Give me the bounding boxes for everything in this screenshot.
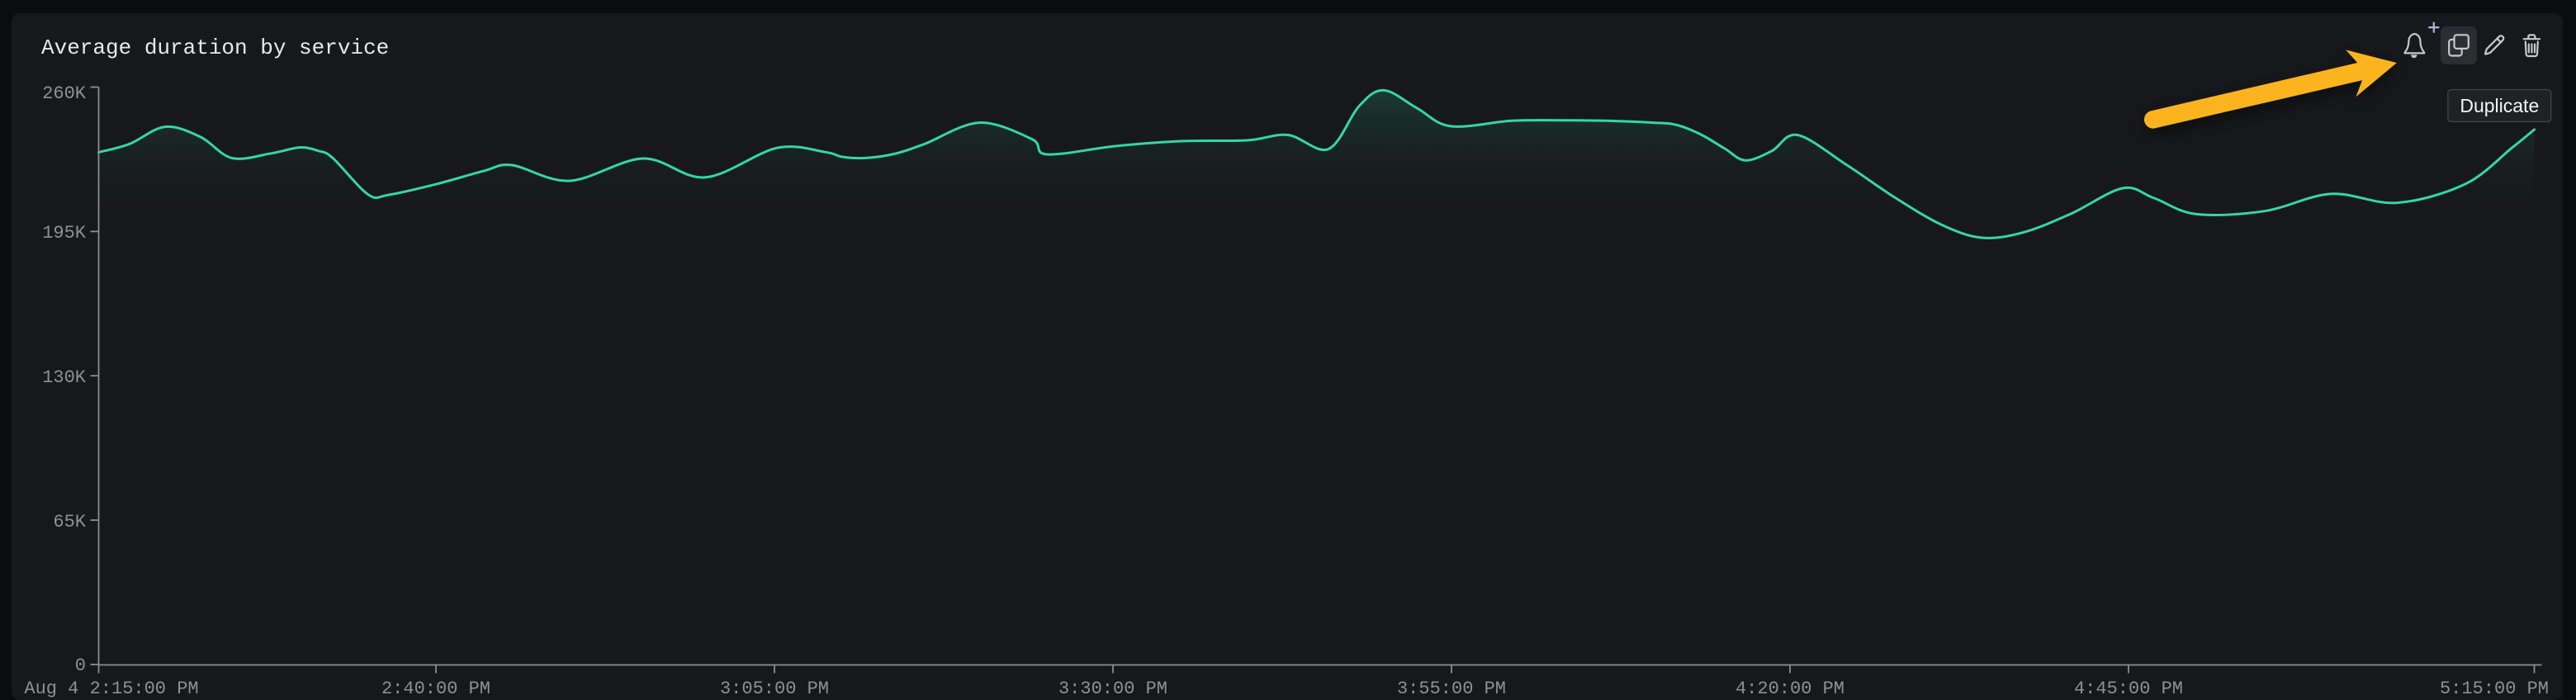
svg-text:Duplicate: Duplicate [2460, 95, 2539, 116]
svg-text:4:20:00 PM: 4:20:00 PM [1735, 679, 1844, 699]
svg-text:260K: 260K [42, 83, 87, 104]
svg-text:4:45:00 PM: 4:45:00 PM [2074, 679, 2183, 699]
svg-text:130K: 130K [42, 367, 87, 388]
svg-text:3:55:00 PM: 3:55:00 PM [1397, 679, 1506, 699]
svg-text:195K: 195K [42, 223, 87, 244]
svg-text:Average duration by service: Average duration by service [41, 35, 389, 60]
svg-text:3:05:00 PM: 3:05:00 PM [720, 679, 829, 699]
svg-text:2:40:00 PM: 2:40:00 PM [381, 679, 490, 699]
svg-text:Aug 4 2:15:00 PM: Aug 4 2:15:00 PM [24, 679, 198, 699]
svg-text:65K: 65K [53, 512, 86, 532]
svg-text:5:15:00 PM: 5:15:00 PM [2440, 679, 2549, 699]
svg-text:3:30:00 PM: 3:30:00 PM [1058, 679, 1167, 699]
svg-text:0: 0 [75, 655, 86, 676]
